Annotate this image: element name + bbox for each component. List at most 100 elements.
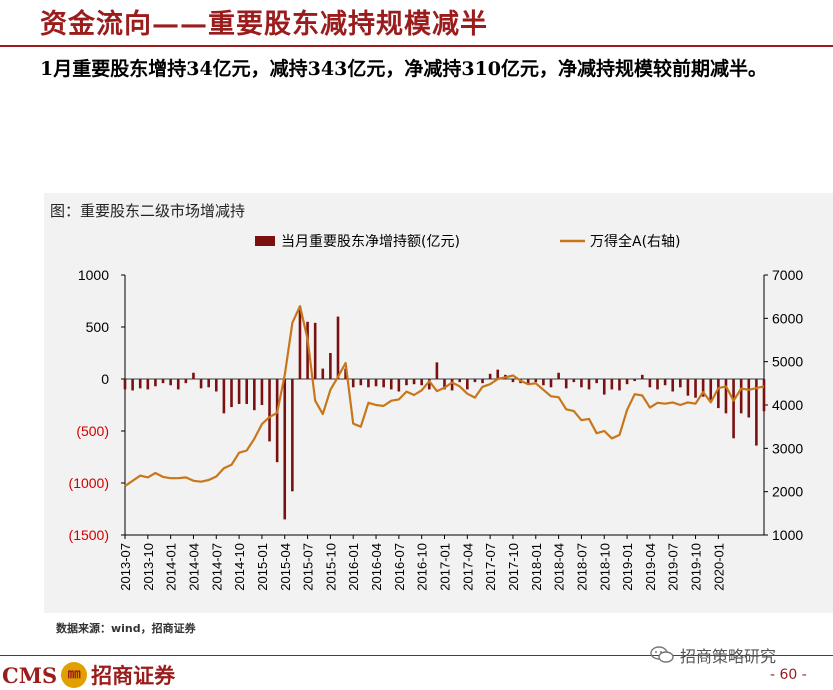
x-tick-label: 2015-04 [278,543,293,591]
bar [595,379,598,384]
x-tick-label: 2019-04 [643,543,658,591]
left-tick-label: 0 [101,371,109,387]
x-tick-label: 2019-07 [666,543,681,591]
bar [169,379,172,386]
bar [450,379,454,391]
bar [656,379,659,390]
x-tick-label: 2018-04 [552,543,567,591]
bar [481,379,484,384]
x-tick-label: 2013-10 [141,543,156,591]
bar [275,379,279,463]
legend-line-label: 万得全A(右轴) [590,233,681,250]
bar [739,379,743,414]
right-tick-label: 6000 [772,310,803,326]
bar [154,379,157,387]
x-tick-label: 2013-07 [118,543,133,591]
legend-bar-label: 当月重要股东净增持额(亿元) [281,234,460,250]
bar [679,379,682,388]
bar [321,368,325,379]
x-tick-label: 2014-07 [209,543,224,591]
bar [389,379,393,390]
bar [625,379,629,385]
bar [260,379,264,405]
x-tick-label: 2017-01 [438,543,453,591]
wechat-label: 招商策略研究 [680,647,777,666]
bar [732,379,735,439]
bar [344,368,347,379]
bar [146,379,150,390]
bar [473,379,477,383]
x-tick-label: 2014-04 [186,543,201,591]
left-tick-label: (1000) [69,475,109,491]
bar [351,379,355,388]
page-number: - 60 - [770,667,807,683]
wechat-icon [650,646,674,663]
left-tick-label: 1000 [78,267,109,283]
left-tick-label: 500 [86,319,110,335]
bar [466,379,469,390]
bar [762,379,766,412]
bar [663,379,667,386]
right-tick-label: 3000 [772,440,803,456]
bar [717,379,720,409]
bar [549,379,553,388]
x-tick-label: 2018-07 [574,543,589,591]
bar [747,379,751,418]
x-tick-label: 2016-01 [346,543,361,591]
left-tick-label: (500) [76,423,109,439]
bar [336,316,340,379]
bar [283,379,287,520]
title-divider [0,45,833,47]
bar [192,372,195,379]
bar [572,379,576,383]
x-tick-label: 2017-10 [506,543,521,591]
legend-bar-swatch [255,236,275,246]
bar [587,379,591,390]
bar [291,379,294,492]
bar [602,379,606,395]
bar [176,379,180,390]
right-tick-label: 5000 [772,354,803,370]
left-tick-label: (1500) [69,527,109,543]
bar [496,369,500,379]
bar [511,379,515,383]
bar [382,379,385,388]
bar [405,379,408,386]
bar [207,379,210,388]
company-logo: CMS ㎜ 招商证券 [2,660,175,690]
bar [230,379,233,408]
x-tick-label: 2014-10 [232,543,247,591]
page-title: 资金流向——重要股东减持规模减半 [40,9,488,40]
x-tick-label: 2016-10 [415,543,430,591]
x-tick-label: 2014-01 [164,543,179,591]
x-tick-label: 2017-04 [460,543,475,591]
bar [237,379,241,404]
bar [367,379,370,388]
bar [443,379,446,390]
bar [427,379,431,390]
bar [374,379,378,387]
logo-cn: 招商证券 [91,663,176,688]
bar [420,379,423,386]
bar [161,379,165,384]
bar [123,379,127,390]
x-tick-label: 2016-07 [392,543,407,591]
bar [633,379,636,382]
bar [268,379,271,442]
data-source: 数据来源：wind，招商证券 [56,622,196,635]
logo-text: CMS [2,662,58,688]
bar [526,379,530,385]
bar [329,353,332,379]
bar [686,379,690,396]
bar [306,321,309,379]
bar [253,379,256,411]
x-tick-label: 2015-07 [301,543,316,591]
bar [313,322,317,379]
bar [184,379,188,384]
bar [618,379,621,391]
x-tick-label: 2017-07 [483,543,498,591]
bar [755,379,758,446]
bar [397,379,401,392]
x-tick-label: 2019-01 [620,543,635,591]
